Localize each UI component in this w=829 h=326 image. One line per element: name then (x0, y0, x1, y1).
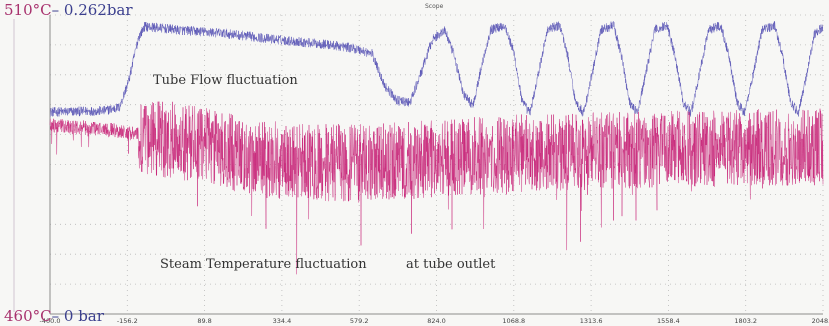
series-layer (49, 21, 824, 275)
top-temperature-label: 510°C (4, 1, 52, 19)
x-tick-label: -156.2 (117, 317, 138, 325)
bottom-temperature-label: 460°C (4, 307, 52, 325)
x-tick-label: 824.0 (427, 317, 446, 325)
x-tick-label: -400.0 (40, 317, 61, 325)
x-tick-label: 89.8 (197, 317, 211, 325)
steam-temperature-annotation: Steam Temperature fluctuation (160, 257, 367, 272)
x-tick-labels: -400.0 -156.2 89.8 334.4 579.2 824.0 1068.8 131… (40, 317, 829, 325)
bottom-scale-label: 460°C– 0 bar (4, 307, 104, 325)
top-pressure-label: – 0.262bar (51, 1, 133, 19)
x-tick-label: 1558.4 (657, 317, 680, 325)
tube-outlet-annotation: at tube outlet (406, 257, 496, 272)
steam-temperature-series-line (49, 101, 824, 275)
top-scale-label: 510°C– 0.262bar (4, 1, 133, 19)
tube-flow-series-line (49, 21, 824, 117)
bottom-pressure-label: – 0 bar (51, 307, 104, 325)
x-tick-label: 1803.2 (734, 317, 757, 325)
axes (13, 15, 823, 315)
chart-title: Scope (425, 3, 444, 10)
x-tick-label: 1313.6 (580, 317, 603, 325)
tube-flow-annotation: Tube Flow fluctuation (153, 73, 298, 88)
x-tick-label: 1068.8 (502, 317, 525, 325)
x-tick-label: 579.2 (350, 317, 369, 325)
x-tick-label: 2048.0 (812, 317, 829, 325)
x-tick-label: 334.4 (273, 317, 292, 325)
